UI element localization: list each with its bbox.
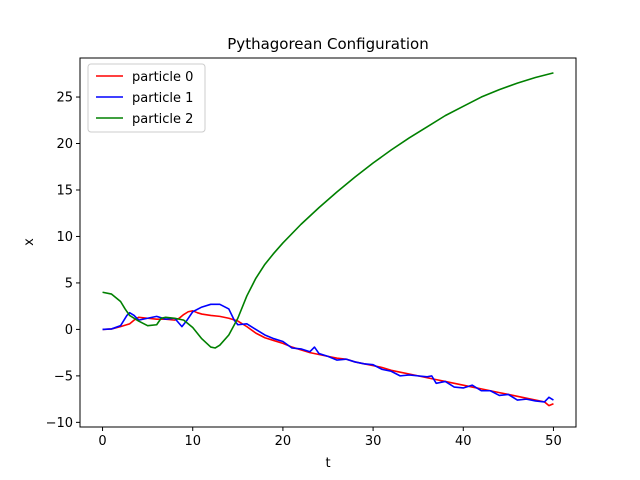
series-line-1 [102, 303, 554, 403]
axes-frame [79, 57, 577, 428]
legend: particle 0 particle 1 particle 2 [87, 63, 206, 133]
legend-box [87, 63, 206, 133]
series-line-2 [102, 72, 554, 349]
chart-title: Pythagorean Configuration [227, 35, 428, 53]
y-tick-label: −5 [54, 369, 73, 384]
x-tick-label: 30 [365, 434, 382, 449]
x-tick-label: 20 [275, 434, 292, 449]
legend-label-1: particle 1 [132, 91, 193, 106]
y-tick-label: 20 [56, 137, 73, 152]
x-tick-label: 0 [98, 434, 106, 449]
plot-area [102, 72, 554, 407]
y-axis-label: x [22, 238, 37, 246]
x-axis-label: t [325, 456, 330, 471]
legend-label-0: particle 0 [132, 70, 193, 85]
y-tick-label: 5 [65, 276, 73, 291]
y-tick-label: 0 [65, 323, 73, 338]
y-tick-label: 15 [56, 183, 73, 198]
y-tick-label: 10 [56, 230, 73, 245]
x-tick-label: 50 [545, 434, 562, 449]
y-tick-label: −10 [46, 416, 73, 431]
legend-label-2: particle 2 [132, 112, 193, 127]
ticks: 0 10 20 30 40 50 −10 −5 0 5 10 15 20 25 [46, 91, 562, 449]
y-tick-label: 25 [56, 91, 73, 106]
x-tick-label: 40 [455, 434, 472, 449]
x-tick-label: 10 [184, 434, 201, 449]
